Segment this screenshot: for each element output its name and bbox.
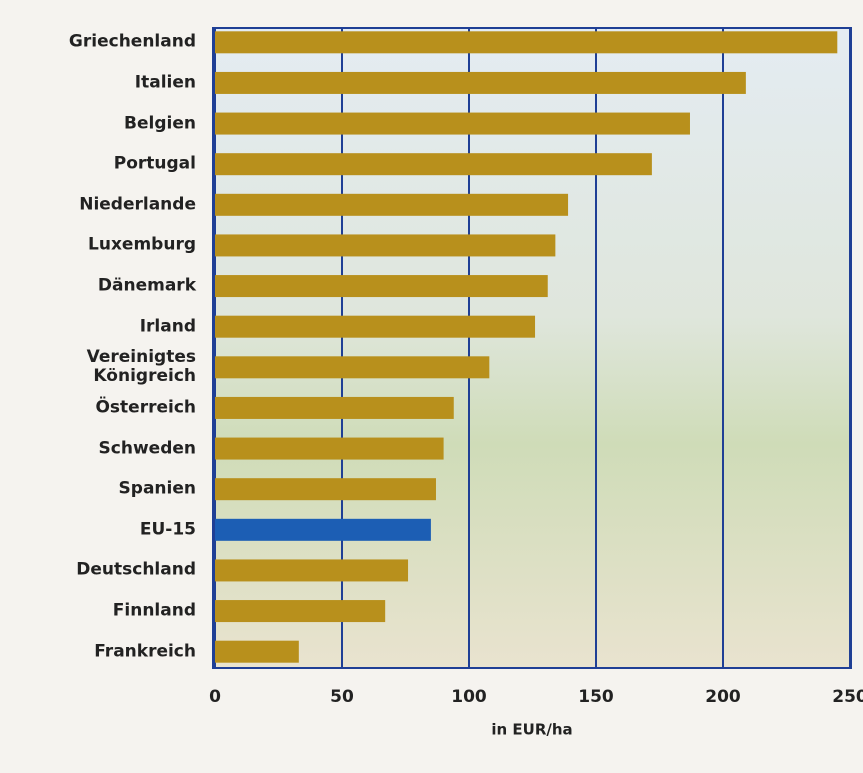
category-label: Finnland — [26, 602, 196, 621]
category-label: Luxemburg — [26, 236, 196, 255]
category-label: Schweden — [26, 439, 196, 458]
x-tick-label: 50 — [330, 687, 354, 707]
category-label: Deutschland — [26, 561, 196, 580]
category-label: Portugal — [26, 155, 196, 174]
category-label: Irland — [26, 317, 196, 336]
category-label: EU-15 — [26, 520, 196, 539]
bar — [215, 113, 690, 135]
bar — [215, 641, 299, 663]
x-axis-label: in EUR/ha — [491, 721, 572, 739]
category-label: Griechenland — [26, 33, 196, 52]
category-label: Italien — [26, 73, 196, 92]
category-label: Frankreich — [26, 642, 196, 661]
x-tick-label: 250 — [832, 687, 863, 707]
bar — [215, 153, 652, 175]
category-label: Dänemark — [26, 277, 196, 296]
bar — [215, 275, 548, 297]
category-label: Niederlande — [26, 195, 196, 214]
category-label: Belgien — [26, 114, 196, 133]
bar — [215, 356, 489, 378]
category-label: Österreich — [26, 398, 196, 417]
x-tick-label: 0 — [209, 687, 221, 707]
chart: in EUR/ha 0 50 100 150 200 250 Griechenland It… — [0, 0, 863, 773]
bar — [215, 519, 431, 541]
bar — [215, 72, 746, 94]
x-tick-label: 200 — [705, 687, 741, 707]
bar — [215, 397, 454, 419]
bar — [215, 438, 444, 460]
x-tick-label: 150 — [578, 687, 614, 707]
bar — [215, 316, 535, 338]
bar — [215, 194, 568, 216]
bar — [215, 234, 555, 256]
bar — [215, 31, 837, 53]
bar — [215, 600, 385, 622]
bar — [215, 559, 408, 581]
x-tick-label: 100 — [451, 687, 487, 707]
bar — [215, 478, 436, 500]
category-label: Vereinigtes Königreich — [26, 348, 196, 386]
category-label: Spanien — [26, 480, 196, 499]
